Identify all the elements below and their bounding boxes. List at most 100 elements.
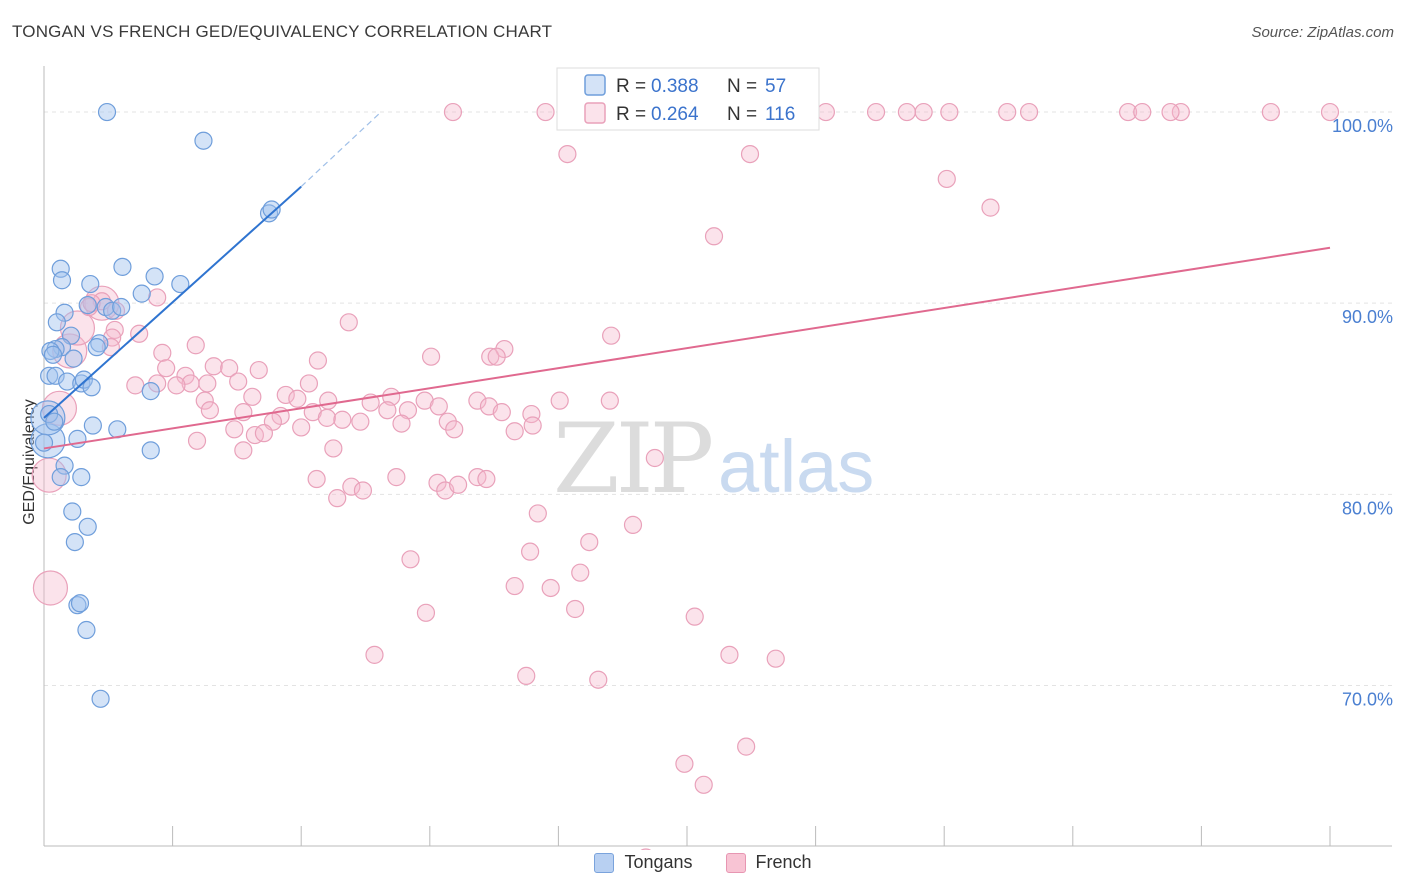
tongans-point (83, 416, 102, 435)
french-point (737, 737, 756, 756)
tongans-point (112, 297, 131, 317)
french-trend-line (43, 246, 1331, 450)
gridlines (44, 111, 1392, 686)
french-point (392, 414, 411, 433)
french-point (126, 376, 145, 395)
french-point (571, 563, 590, 582)
french-point (528, 504, 547, 523)
tongans-point (55, 303, 74, 322)
tongans-point (141, 382, 160, 401)
french-point (1118, 102, 1138, 122)
french-point (492, 403, 511, 422)
tongans-point (45, 412, 64, 431)
tongans-point (63, 502, 82, 521)
french-point (292, 418, 311, 437)
tongans-point (113, 257, 132, 276)
french-point (495, 339, 514, 359)
french-point (816, 102, 835, 122)
french-point (740, 144, 760, 164)
french-point (220, 359, 239, 378)
legend-label-french: French (755, 852, 812, 872)
french-point (1019, 102, 1039, 122)
tongans-point (78, 295, 97, 315)
n-value: 57 (765, 76, 786, 97)
french-point (378, 401, 397, 420)
tongans-point (132, 284, 151, 303)
french-point (299, 374, 319, 393)
french-point (351, 412, 370, 431)
french-point (387, 468, 406, 487)
french-point (443, 102, 463, 122)
french-point (234, 441, 253, 460)
tongans-point (171, 274, 190, 294)
french-point (645, 448, 664, 468)
tongans-point (34, 433, 54, 452)
french-stats-swatch (584, 102, 606, 124)
tongans-point (47, 313, 66, 332)
source-credit: Source: ZipAtlas.com (1251, 24, 1394, 41)
french-point (254, 424, 274, 443)
french-point (866, 102, 886, 122)
french-point (225, 420, 244, 439)
data-points (30, 102, 1340, 850)
y-tick-label: 80.0% (1342, 498, 1393, 518)
tongans-point (145, 267, 164, 286)
french-point (589, 670, 608, 689)
y-tick-label: 90.0% (1342, 307, 1393, 327)
tongans-trend-line (43, 185, 302, 419)
french-point (468, 468, 487, 487)
french-point (243, 387, 262, 406)
legend-item-french[interactable]: French (725, 852, 812, 873)
french-point (685, 607, 704, 626)
r-value: 0.388 (651, 76, 699, 97)
french-point (1133, 102, 1152, 122)
french-point (914, 102, 933, 122)
tongans-point (91, 689, 110, 708)
french-point-large (32, 570, 69, 606)
french-point (602, 326, 621, 345)
r-label: R = (616, 104, 646, 125)
french-point (505, 422, 524, 441)
french-point (998, 102, 1017, 122)
tongans-point (81, 274, 100, 294)
tongans-point (64, 349, 83, 368)
french-point (365, 645, 384, 664)
french-point (288, 389, 307, 408)
french-point (204, 357, 223, 376)
y-tick-label: 100.0% (1332, 116, 1393, 136)
french-point (477, 469, 496, 489)
french-point (937, 169, 956, 189)
tongans-point (97, 102, 117, 122)
tick-labels: 70.0%80.0%90.0%100.0%0.0%100.0% (1332, 116, 1393, 709)
french-point (1320, 102, 1340, 122)
french-point (675, 754, 694, 773)
tongans-point (78, 517, 97, 536)
french-point (521, 542, 540, 561)
trend-lines (43, 111, 1331, 450)
tongans-point (51, 468, 70, 487)
watermark-atlas: atlas (718, 425, 874, 508)
tongans-point (46, 366, 65, 385)
legend-item-tongans[interactable]: Tongans (594, 852, 693, 873)
french-point (558, 144, 577, 164)
tongans-point (43, 345, 63, 364)
tongans-point (55, 456, 74, 475)
french-point (448, 475, 468, 494)
french-point (157, 359, 176, 378)
tongans-trend-extension (300, 111, 382, 188)
tongans-point (40, 366, 59, 385)
tongans-point (194, 131, 213, 150)
french-point (198, 374, 217, 393)
french-point (536, 102, 555, 122)
french-point (600, 391, 619, 410)
tongans-point (141, 441, 160, 460)
french-point (481, 347, 500, 366)
french-point (181, 374, 200, 393)
french-swatch (725, 852, 746, 873)
french-point (694, 775, 713, 794)
french-point (200, 401, 219, 420)
french-point (421, 347, 441, 366)
tongans-point (87, 338, 106, 357)
french-point (317, 408, 337, 427)
tongans-point (103, 301, 122, 320)
